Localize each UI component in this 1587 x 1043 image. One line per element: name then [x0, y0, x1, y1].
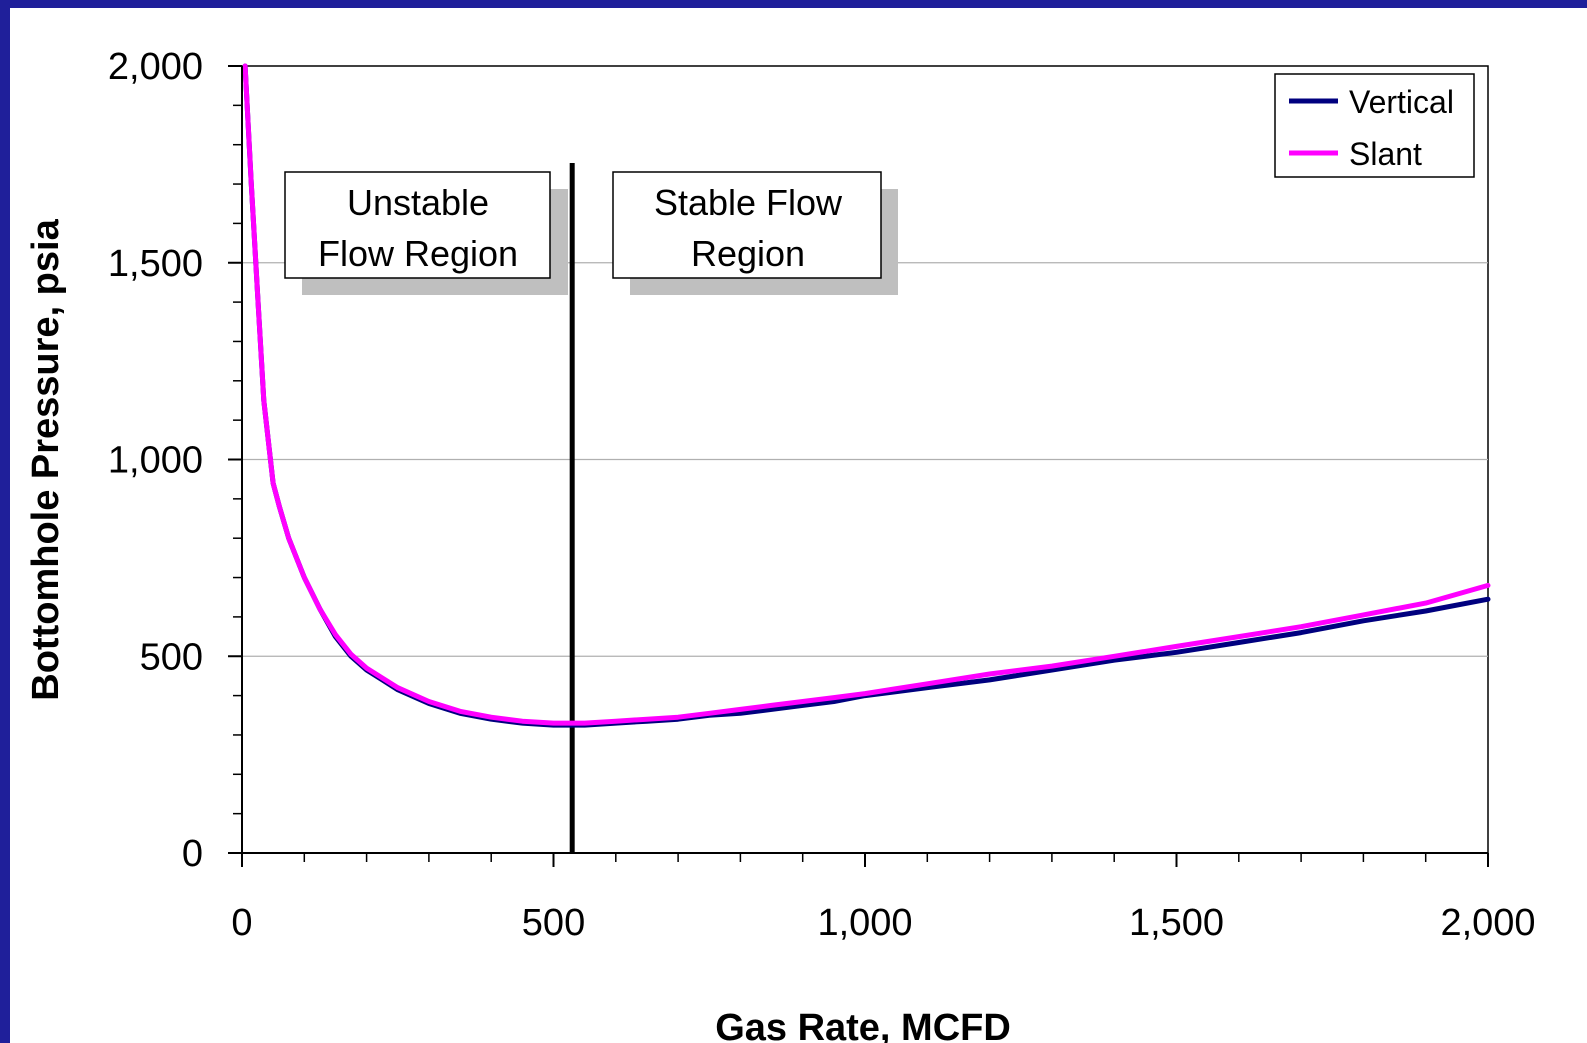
stable-annotation-line1: Stable Flow — [654, 182, 843, 223]
x-tick-label-4: 2,000 — [1440, 902, 1535, 944]
x-tick-label-2: 1,000 — [817, 902, 912, 944]
x-tick-label-1: 500 — [522, 902, 585, 944]
tick-labels: 0 500 1,000 1,500 2,000 0 500 1,000 1,500 2,000 — [108, 46, 1536, 944]
unstable-annotation-box — [284, 171, 551, 279]
legend-label-slant: Slant — [1349, 136, 1422, 172]
y-tick-label-4: 2,000 — [108, 46, 203, 88]
unstable-annotation-line2: Flow Region — [318, 233, 518, 274]
y-tick-label-3: 1,500 — [108, 243, 203, 285]
stable-annotation: Stable Flow Region — [612, 171, 898, 295]
unstable-annotation-line1: Unstable — [347, 182, 489, 223]
y-axis-title: Bottomhole Pressure, psia — [25, 218, 67, 700]
legend-box — [1274, 73, 1475, 178]
series-group — [242, 63, 1491, 728]
legend-label-vertical: Vertical — [1349, 84, 1454, 120]
x-tick-label-3: 1,500 — [1129, 902, 1224, 944]
series-line-slant — [242, 63, 1491, 726]
x-tick-label-0: 0 — [231, 902, 252, 944]
unstable-annotation: Unstable Flow Region — [284, 171, 568, 295]
stable-annotation-box — [612, 171, 882, 279]
y-tick-label-2: 1,000 — [108, 440, 203, 482]
stable-annotation-line2: Region — [691, 233, 805, 274]
y-tick-label-1: 500 — [140, 636, 203, 678]
x-axis-title: Gas Rate, MCFD — [715, 1007, 1011, 1043]
legend: Vertical Slant — [1274, 73, 1475, 178]
y-tick-label-0: 0 — [182, 833, 203, 875]
